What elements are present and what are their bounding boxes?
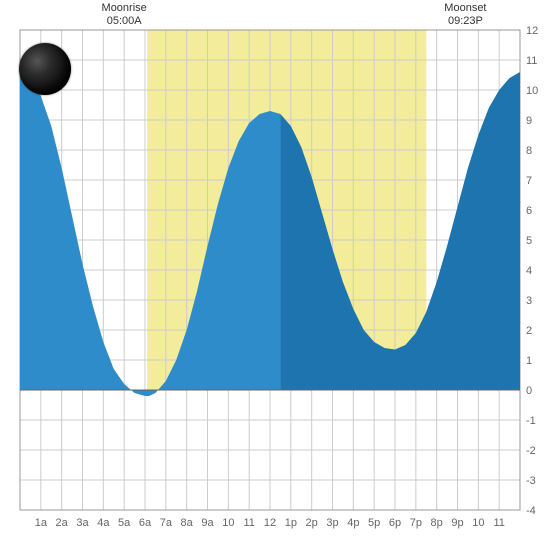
svg-text:7p: 7p — [410, 517, 422, 529]
svg-text:-2: -2 — [526, 445, 536, 457]
svg-text:10: 10 — [222, 517, 234, 529]
svg-text:2: 2 — [526, 325, 532, 337]
svg-text:6a: 6a — [139, 517, 152, 529]
svg-text:5: 5 — [526, 235, 532, 247]
svg-text:1: 1 — [526, 355, 532, 367]
tide-chart: -4-3-2-101234567891011121a2a3a4a5a6a7a8a… — [0, 0, 550, 550]
moonset-title: Moonset — [435, 2, 495, 15]
svg-text:9a: 9a — [201, 517, 214, 529]
svg-text:1a: 1a — [35, 517, 48, 529]
svg-text:6: 6 — [526, 205, 532, 217]
svg-text:5p: 5p — [368, 517, 380, 529]
svg-text:9: 9 — [526, 115, 532, 127]
svg-text:4a: 4a — [97, 517, 110, 529]
svg-text:12: 12 — [526, 25, 538, 37]
svg-text:-3: -3 — [526, 475, 536, 487]
svg-text:-1: -1 — [526, 415, 536, 427]
moon-phase-icon — [19, 43, 71, 95]
svg-text:11: 11 — [526, 55, 537, 67]
svg-text:3: 3 — [526, 295, 532, 307]
tide-chart-container: Moonrise 05:00A Moonset 09:23P -4 -3 -2 -1 0… — [0, 0, 550, 550]
svg-text:8: 8 — [526, 145, 532, 157]
svg-text:11: 11 — [243, 517, 254, 529]
svg-text:8a: 8a — [181, 517, 194, 529]
svg-text:8p: 8p — [431, 517, 443, 529]
svg-text:2p: 2p — [306, 517, 318, 529]
svg-text:2a: 2a — [56, 517, 69, 529]
svg-text:12: 12 — [264, 517, 276, 529]
svg-text:3a: 3a — [76, 517, 89, 529]
svg-text:7: 7 — [526, 175, 532, 187]
svg-text:10: 10 — [526, 85, 538, 97]
svg-text:11: 11 — [493, 517, 504, 529]
svg-text:4: 4 — [526, 265, 532, 277]
svg-text:10: 10 — [472, 517, 484, 529]
moonrise-title: Moonrise — [94, 2, 154, 15]
moonset-label: Moonset 09:23P — [435, 2, 495, 28]
svg-text:7a: 7a — [160, 517, 173, 529]
svg-text:4p: 4p — [347, 517, 359, 529]
moonrise-time: 05:00A — [94, 15, 154, 28]
svg-text:9p: 9p — [451, 517, 463, 529]
svg-text:0: 0 — [526, 385, 532, 397]
moonrise-label: Moonrise 05:00A — [94, 2, 154, 28]
svg-text:3p: 3p — [326, 517, 338, 529]
svg-text:-4: -4 — [526, 505, 536, 517]
moonset-time: 09:23P — [435, 15, 495, 28]
svg-text:6p: 6p — [389, 517, 401, 529]
svg-text:5a: 5a — [118, 517, 131, 529]
svg-text:1p: 1p — [285, 517, 297, 529]
